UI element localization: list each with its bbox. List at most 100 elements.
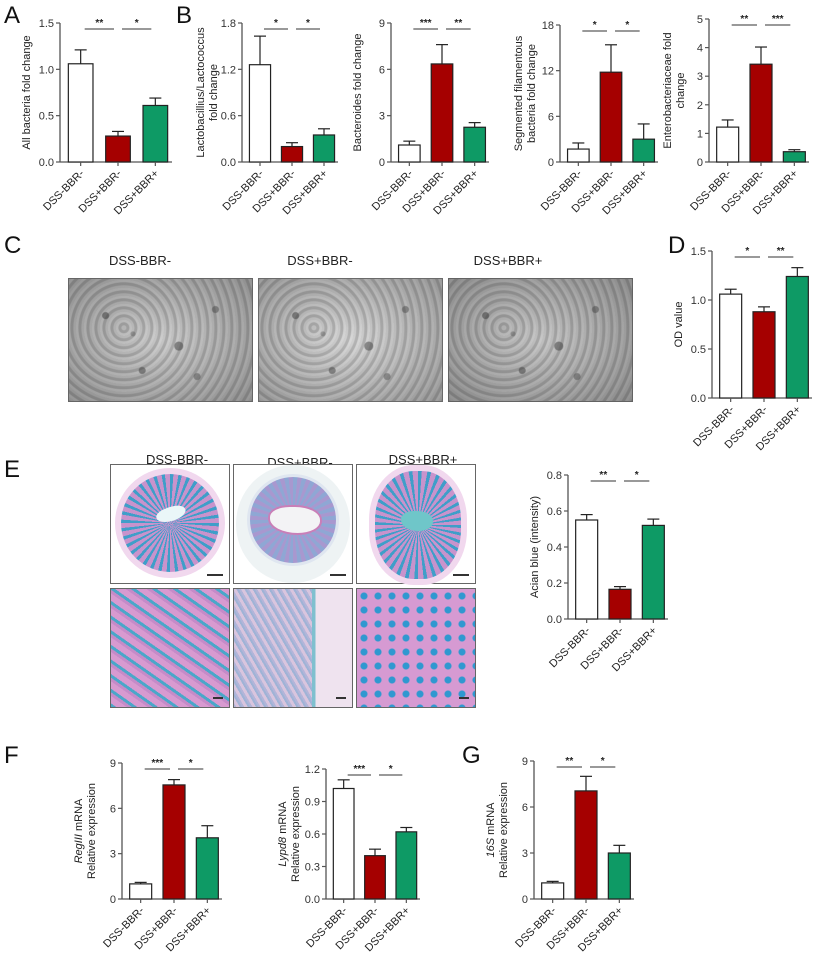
bar-dssminusbbrminus bbox=[397, 144, 421, 163]
panel-label-c: C bbox=[4, 232, 22, 259]
y-tick-label: 0 bbox=[548, 157, 554, 169]
y-tick-label: 3 bbox=[697, 71, 703, 83]
significance-marker: *** bbox=[151, 758, 163, 769]
significance-marker: *** bbox=[420, 18, 432, 29]
bar-dssplusbbrplus bbox=[607, 852, 631, 900]
panel-label-a: A bbox=[4, 2, 21, 29]
micrograph-c-dss-plus-bbr-minus bbox=[258, 278, 443, 402]
y-tick-label: 0.0 bbox=[691, 393, 706, 405]
y-tick-label: 1.0 bbox=[39, 64, 54, 76]
y-tick-label: 1.0 bbox=[691, 295, 706, 307]
y-tick-label: 6 bbox=[522, 802, 528, 814]
bar-dssplusbbrminus bbox=[574, 790, 598, 900]
panel-c-micrographs: DSS-BBR- DSS+BBR- DSS+BBR+ bbox=[0, 250, 660, 410]
bar-dssplusbbrminus bbox=[364, 855, 386, 900]
significance-marker: * bbox=[601, 756, 605, 767]
panel-label-e: E bbox=[4, 456, 21, 483]
bar-dssplusbbrplus bbox=[632, 138, 656, 163]
bar-dssplusbbrplus bbox=[142, 104, 169, 163]
y-tick-label: 1.8 bbox=[221, 18, 236, 30]
y-tick-label: 0.5 bbox=[39, 111, 54, 123]
panel-label-d: D bbox=[668, 232, 686, 259]
y-axis-label: All bacteria fold change bbox=[21, 35, 33, 149]
y-axis-label-line2: change bbox=[675, 72, 687, 108]
y-tick-label: 12 bbox=[542, 66, 554, 78]
significance-marker: * bbox=[745, 246, 749, 257]
bar-dssplusbbrminus bbox=[430, 63, 454, 163]
significance-marker: * bbox=[274, 18, 278, 29]
y-tick-label: 3 bbox=[110, 849, 116, 861]
y-tick-label: 0 bbox=[522, 894, 528, 906]
y-tick-label: 0 bbox=[697, 157, 703, 169]
chart-f-regiii: 0 3 6 9 RegIII mRNA Relative expression DSS-BB… bbox=[0, 740, 230, 955]
significance-marker: ** bbox=[599, 470, 607, 481]
y-tick-label: 9 bbox=[110, 758, 116, 770]
histology-low-dss-plus-bbr-minus bbox=[233, 464, 353, 584]
y-tick-label: 6 bbox=[110, 803, 116, 815]
significance-marker: * bbox=[625, 20, 629, 31]
y-tick-label: 5 bbox=[697, 14, 703, 26]
panel-e-histology: DSS-BBR- DSS+BBR- DSS+BBR+ bbox=[0, 450, 500, 730]
y-axis-label-line2: fold change bbox=[208, 64, 220, 121]
panel-label-g: G bbox=[462, 742, 481, 769]
y-tick-label: 0.0 bbox=[305, 894, 320, 906]
y-tick-label: 0.8 bbox=[547, 470, 562, 482]
y-tick-label: 0 bbox=[379, 157, 385, 169]
bar-dssminusbbrminus bbox=[332, 787, 355, 900]
bar-dssplusbbrplus bbox=[312, 134, 336, 163]
micro-c-label-2: DSS+BBR- bbox=[287, 253, 353, 268]
bar-dssplusbbrplus bbox=[785, 275, 809, 399]
y-tick-label: 0.6 bbox=[305, 829, 320, 841]
bar-dssminusbbrminus bbox=[716, 126, 740, 163]
y-tick-label: 4 bbox=[697, 43, 703, 55]
micro-c-label-1: DSS-BBR- bbox=[108, 253, 172, 268]
panel-label-f: F bbox=[4, 742, 19, 769]
significance-marker: ** bbox=[740, 14, 748, 25]
y-tick-label: 0.5 bbox=[691, 344, 706, 356]
bar-dssminusbbrminus bbox=[67, 63, 94, 163]
micrograph-c-dss-plus-bbr-plus bbox=[448, 278, 633, 402]
y-tick-label: 0.9 bbox=[305, 797, 320, 809]
bar-dssplusbbrplus bbox=[395, 831, 418, 900]
significance-marker: * bbox=[135, 18, 139, 29]
y-axis-label: 16S mRNA bbox=[485, 802, 497, 858]
y-axis-label: RegIII mRNA bbox=[73, 798, 85, 863]
bar-dssminusbbrminus bbox=[541, 882, 565, 900]
y-axis-label-line2: Relative expression bbox=[498, 782, 510, 878]
bar-dssminusbbrminus bbox=[129, 883, 153, 900]
y-tick-label: 0.0 bbox=[547, 614, 562, 626]
y-tick-label: 0.6 bbox=[547, 506, 562, 518]
y-axis-label-line2: bacteria fold change bbox=[526, 44, 538, 143]
y-axis-label: Acian blue (intensity) bbox=[529, 496, 541, 598]
bar-dssminusbbrminus bbox=[575, 519, 599, 620]
y-tick-label: 1.5 bbox=[691, 246, 706, 258]
significance-marker: ** bbox=[95, 18, 103, 29]
y-tick-label: 1.2 bbox=[221, 64, 236, 76]
y-tick-label: 1 bbox=[697, 128, 703, 140]
bar-dssplusbbrplus bbox=[641, 524, 665, 620]
micro-e-label-3: DSS+BBR+ bbox=[388, 452, 458, 467]
significance-marker: ** bbox=[777, 246, 785, 257]
y-tick-label: 0.0 bbox=[39, 157, 54, 169]
histology-low-dss-plus-bbr-plus bbox=[356, 464, 476, 584]
bar-dssplusbbrminus bbox=[608, 588, 632, 620]
histology-high-dss-bbr-minus bbox=[110, 588, 230, 708]
significance-marker: * bbox=[189, 758, 193, 769]
chart-a-all-bacteria: 0.0 0.5 1.0 1.5 All bacteria fold change DSS-… bbox=[0, 0, 180, 220]
micrograph-c-dss-bbr-minus bbox=[68, 278, 253, 402]
y-axis-label: Segmented filamentous bbox=[513, 35, 525, 151]
chart-e-alcian-blue: 0.0 0.2 0.4 0.6 0.8 Acian blue (intensity) DSS… bbox=[500, 470, 700, 700]
bar-dssminusbbrminus bbox=[719, 293, 743, 399]
significance-marker: *** bbox=[353, 764, 365, 775]
y-tick-label: 9 bbox=[379, 18, 385, 30]
y-axis-label: Lypd8 mRNA bbox=[277, 801, 289, 867]
micro-c-label-3: DSS+BBR+ bbox=[473, 253, 543, 268]
chart-b-enterobacteriaceae: 0 1 2 3 4 5 Enterobacteriaceae fold change DSS-B… bbox=[660, 0, 818, 220]
histology-high-dss-plus-bbr-plus bbox=[356, 588, 476, 708]
bar-dssplusbbrminus bbox=[280, 145, 304, 163]
y-axis-label: OD value bbox=[673, 302, 685, 348]
y-tick-label: 0.4 bbox=[547, 542, 562, 554]
bar-dssminusbbrminus bbox=[566, 148, 590, 163]
bar-dssplusbbrminus bbox=[105, 135, 131, 163]
chart-d-od-value: 0.0 0.5 1.0 1.5 OD value DSS-BBR- DSS+BBR- DSS+… bbox=[660, 230, 818, 460]
